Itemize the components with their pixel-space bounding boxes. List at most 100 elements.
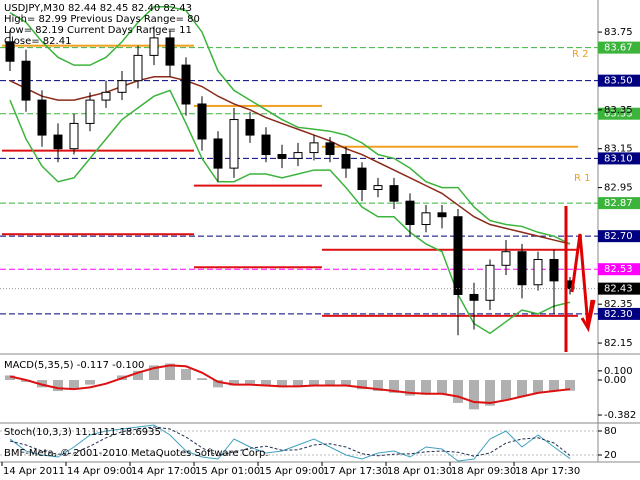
level-box <box>598 230 640 243</box>
macd-bar <box>245 380 255 384</box>
candle-body <box>117 80 127 93</box>
level-label: 83.67 <box>604 43 633 54</box>
candle-body <box>133 54 143 82</box>
candle-body <box>277 154 287 159</box>
macd-bar <box>533 380 543 393</box>
level-label: 82.53 <box>604 264 633 275</box>
macd-bar <box>469 380 479 410</box>
candle-body <box>373 185 383 191</box>
level-box <box>598 74 640 87</box>
candle-body <box>165 37 175 66</box>
macd-bar <box>229 380 239 386</box>
macd-bar <box>149 365 159 381</box>
candle-body <box>261 134 271 156</box>
macd-bar <box>485 380 495 406</box>
x-tick-label: 14 Apr 17:00 <box>131 466 196 477</box>
macd-bar <box>325 380 335 385</box>
x-tick-label: 18 Apr 17:30 <box>515 466 580 477</box>
chart-info: USDJPY,M30 82.44 82.45 82.40 82.43 <box>4 3 192 14</box>
candle-body <box>309 142 319 154</box>
candle-body <box>469 293 479 301</box>
x-tick-label: 15 Apr 01:00 <box>195 466 260 477</box>
candle-body <box>69 122 79 150</box>
chart-info: Low= 82.19 Current Days Range= 11 <box>4 25 192 36</box>
macd-bar <box>213 380 223 388</box>
last-price-label: 82.43 <box>604 284 633 295</box>
candle-body <box>357 167 367 191</box>
macd-bar <box>309 380 319 386</box>
level-box <box>598 107 640 120</box>
candle-body <box>181 64 191 105</box>
candle-body <box>549 258 559 282</box>
macd-bar <box>261 380 271 386</box>
annotation: R 1 <box>574 173 591 184</box>
x-tick-label: 17 Apr 17:30 <box>323 466 388 477</box>
candle-body <box>437 212 447 218</box>
y-tick-label: 83.15 <box>604 144 633 155</box>
x-tick-label: 18 Apr 01:30 <box>387 466 452 477</box>
y-tick-label: 0.100 <box>604 366 633 377</box>
macd-bar <box>165 363 175 381</box>
annotation: R 2 <box>572 49 589 60</box>
candle-body <box>325 142 335 156</box>
macd-bar <box>5 375 15 381</box>
candle-body <box>453 216 463 295</box>
candle-body <box>85 99 95 124</box>
y-tick-label: -0.382 <box>604 410 636 421</box>
candle-body <box>341 154 351 169</box>
y-tick-label: 0.00 <box>604 375 626 386</box>
candle-body <box>245 119 255 136</box>
macd-bar <box>549 380 559 392</box>
macd-bar <box>389 380 399 393</box>
chart-info: High= 82.99 Previous Days Range= 80 <box>4 14 200 25</box>
candle-body <box>101 91 111 101</box>
level-label: 82.87 <box>604 198 633 209</box>
macd-bar <box>421 380 431 395</box>
macd-bar <box>405 380 415 396</box>
macd-bar <box>453 380 463 403</box>
candle-body <box>293 152 303 159</box>
signal-line <box>9 364 571 404</box>
candle-body <box>485 264 495 301</box>
y-tick-label: 82.95 <box>604 183 633 194</box>
macd-bar <box>133 370 143 381</box>
level-box <box>598 307 640 320</box>
candle-body <box>213 138 223 169</box>
candle-body <box>405 200 415 225</box>
last-price-box <box>598 282 640 295</box>
macd-bar <box>277 380 287 388</box>
macd-bar <box>565 380 575 391</box>
candle-body <box>501 251 511 266</box>
y-tick-label: 80 <box>604 426 617 437</box>
macd-bar <box>341 380 351 387</box>
macd-bar <box>437 380 447 394</box>
candle-body <box>197 103 207 140</box>
arrow-line <box>586 299 596 329</box>
candle-body <box>37 99 47 136</box>
candle-body <box>421 212 431 225</box>
macd-bar <box>181 369 191 381</box>
macd-bar <box>373 380 383 392</box>
level-label: 82.30 <box>604 309 633 320</box>
candle-body <box>149 37 159 56</box>
x-tick-label: 14 Apr 2011 <box>3 466 65 477</box>
candle-body <box>5 41 15 62</box>
copyright: BMF-Meta, © 2001-2010 MetaQuotes Softwar… <box>4 448 269 459</box>
x-tick-label: 15 Apr 09:00 <box>259 466 324 477</box>
y-tick-label: 83.75 <box>604 27 633 38</box>
level-label: 83.10 <box>604 153 633 164</box>
macd-bar <box>501 380 511 401</box>
macd-bar <box>293 380 303 387</box>
indicator-line <box>9 6 571 245</box>
y-tick-label: 20 <box>604 450 617 461</box>
macd-bar <box>85 380 95 385</box>
candle-body <box>53 134 63 150</box>
macd-bar <box>357 380 367 390</box>
drawn-arrows <box>564 206 596 352</box>
x-tick-label: 14 Apr 09:00 <box>67 466 132 477</box>
panel-title: Stoch(10,3,3) 11.1111 18.6935 <box>4 427 161 438</box>
level-box <box>598 263 640 276</box>
y-tick-label: 83.35 <box>604 105 633 116</box>
